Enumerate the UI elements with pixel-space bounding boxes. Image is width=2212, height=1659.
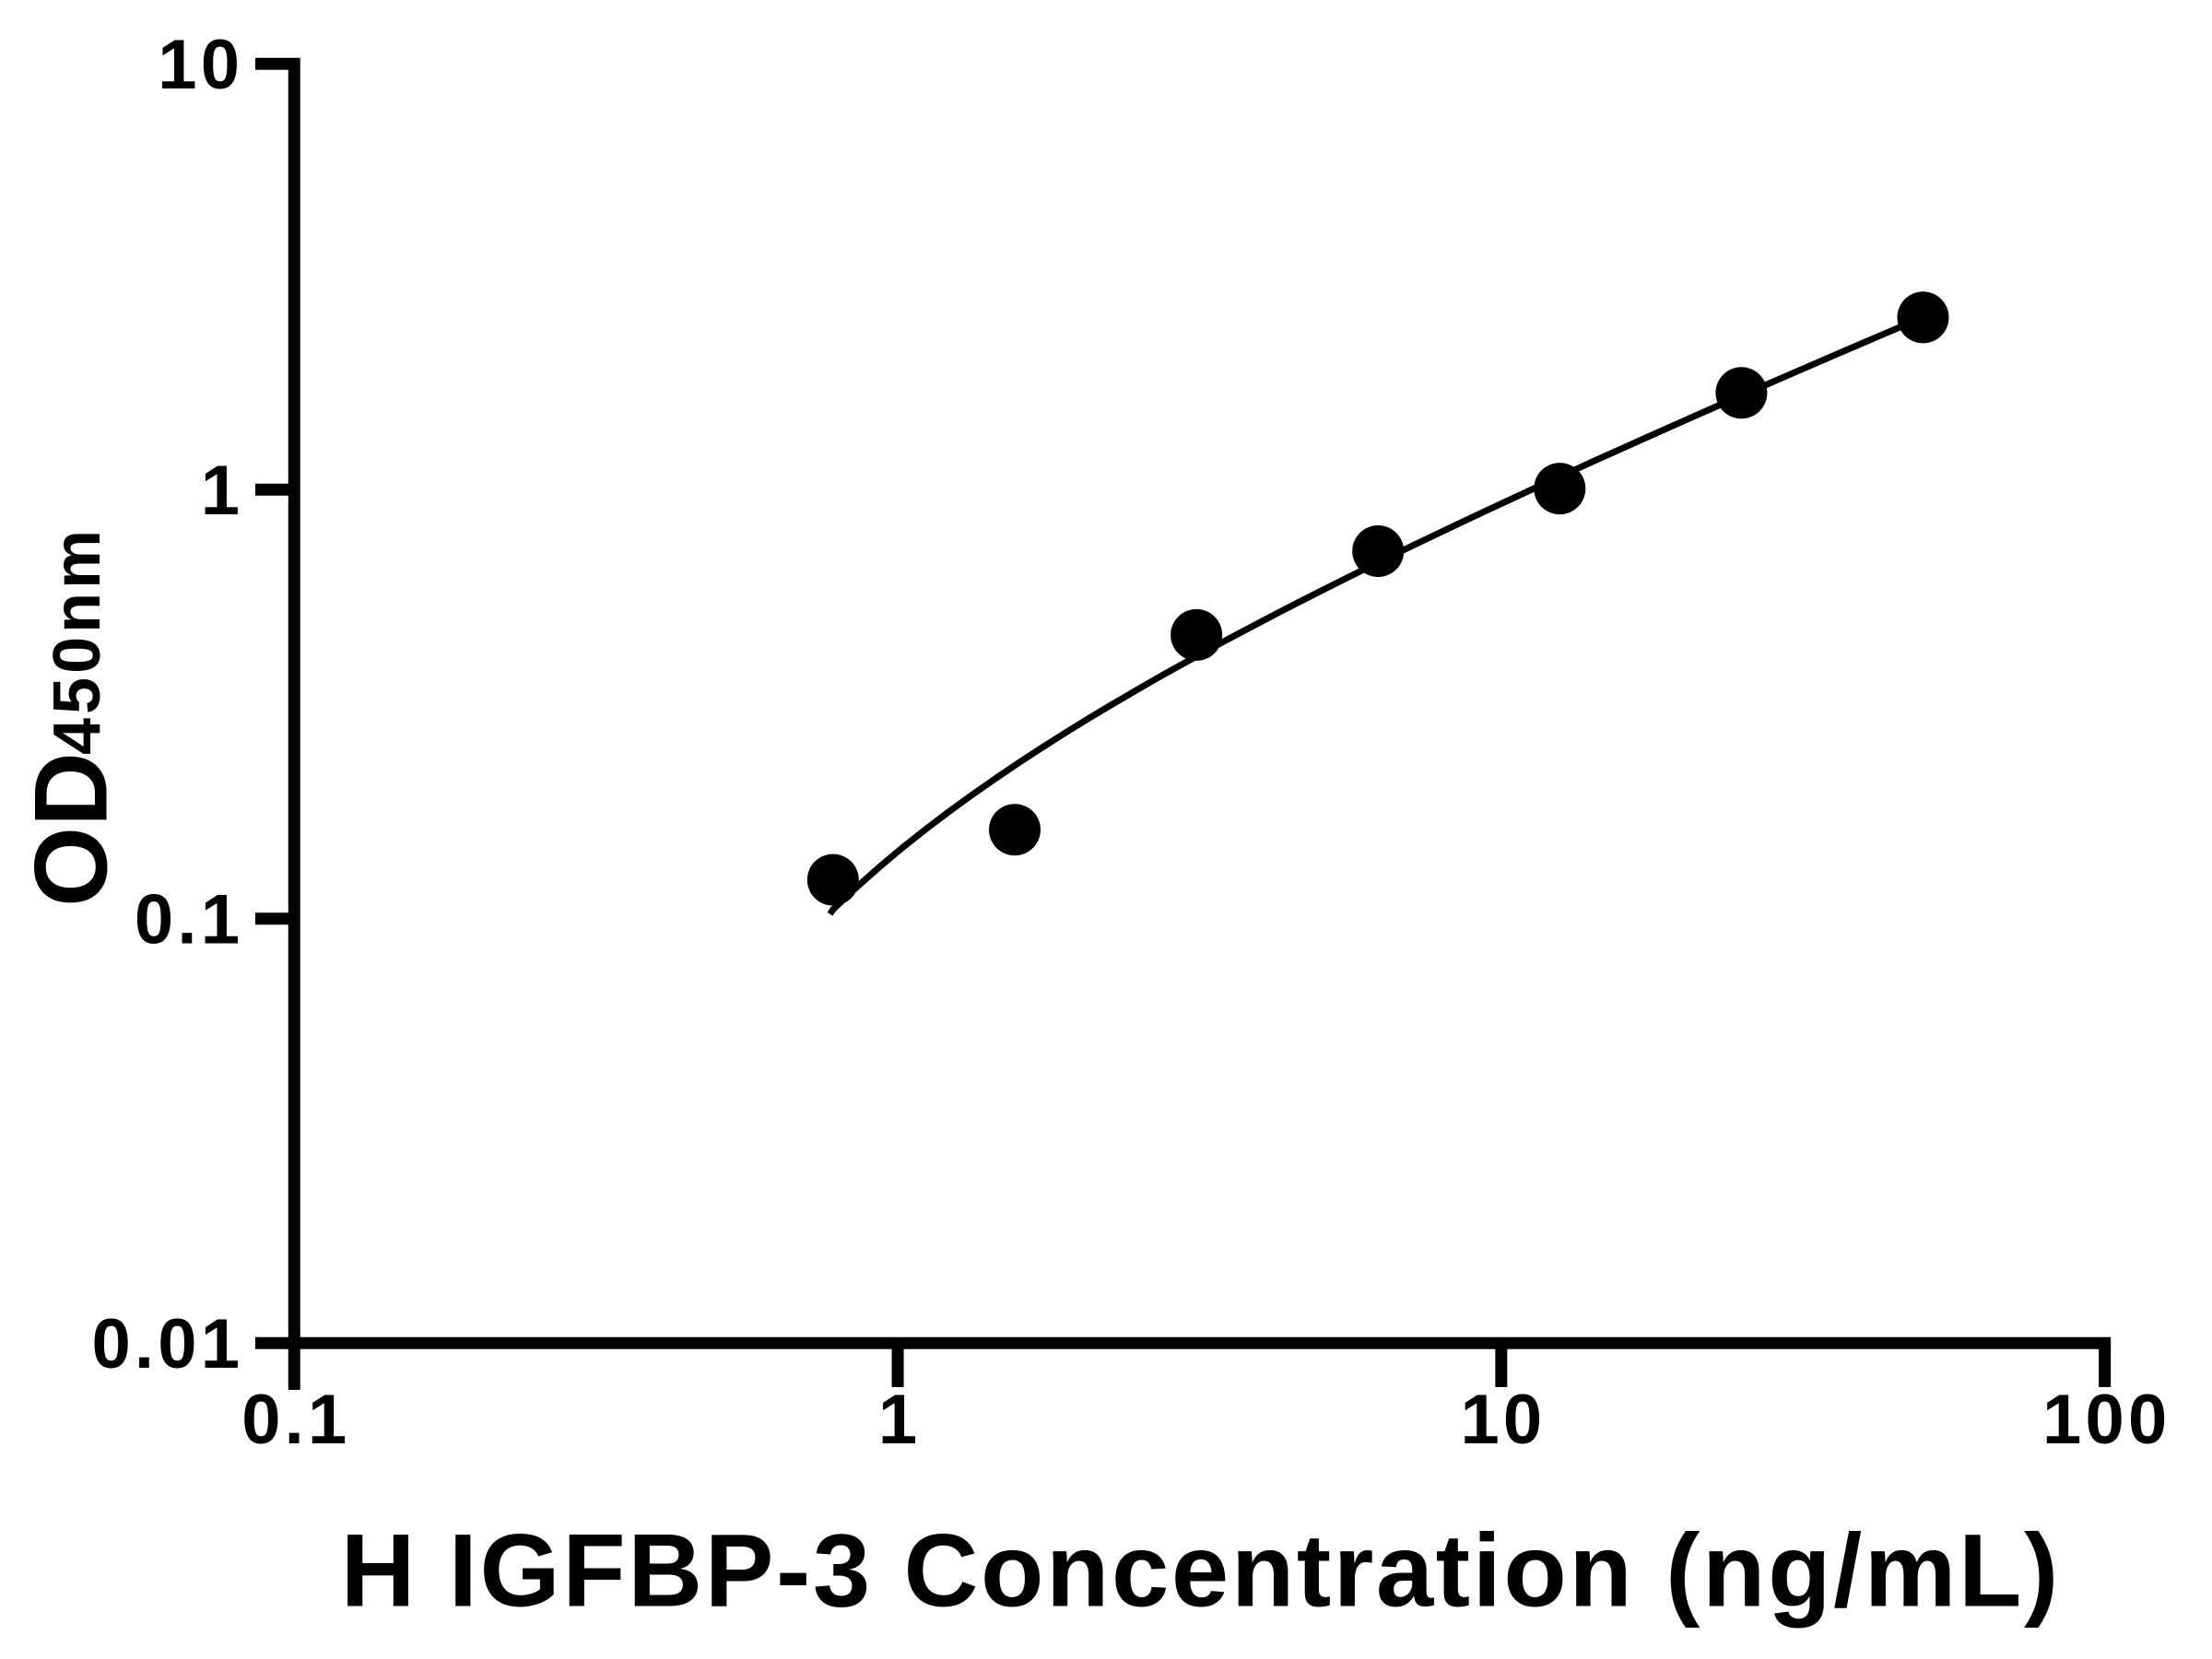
svg-text:10: 10 bbox=[158, 26, 243, 104]
svg-text:0.1: 0.1 bbox=[241, 1381, 350, 1459]
svg-text:10: 10 bbox=[1460, 1381, 1546, 1459]
svg-text:0.01: 0.01 bbox=[91, 1305, 243, 1383]
svg-text:100: 100 bbox=[2042, 1381, 2171, 1459]
svg-text:1: 1 bbox=[878, 1381, 921, 1459]
svg-text:0.1: 0.1 bbox=[135, 880, 243, 959]
svg-text:H IGFBP-3 Concentration (ng/mL: H IGFBP-3 Concentration (ng/mL) bbox=[341, 1513, 2061, 1629]
svg-text:1: 1 bbox=[201, 452, 243, 530]
